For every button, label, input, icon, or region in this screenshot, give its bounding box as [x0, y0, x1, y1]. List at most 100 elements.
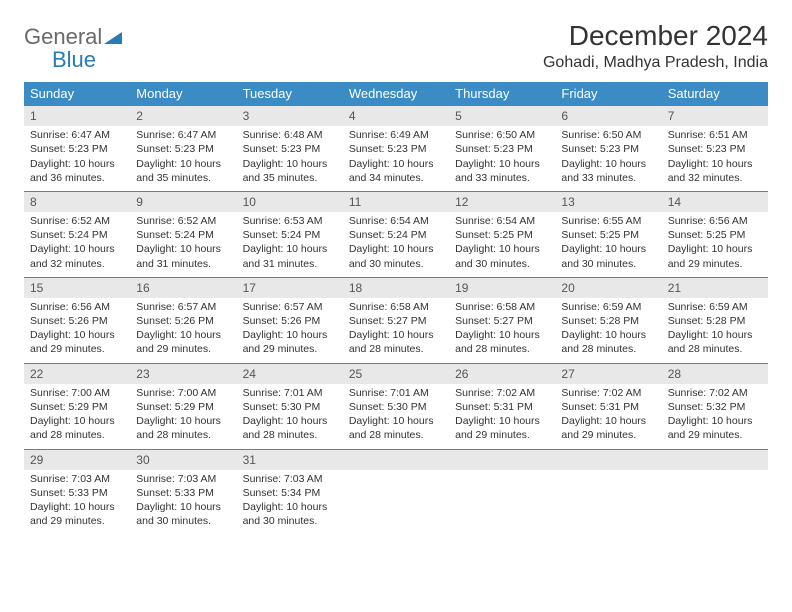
calendar-table: Sunday Monday Tuesday Wednesday Thursday… — [24, 82, 768, 534]
day-number: 11 — [343, 192, 449, 212]
day-content: Sunrise: 7:00 AMSunset: 5:29 PMDaylight:… — [24, 384, 130, 449]
day-number: 12 — [449, 192, 555, 212]
day-content: Sunrise: 6:52 AMSunset: 5:24 PMDaylight:… — [130, 212, 236, 277]
day-content — [449, 470, 555, 526]
day-content: Sunrise: 6:58 AMSunset: 5:27 PMDaylight:… — [343, 298, 449, 363]
daylight-text: Daylight: 10 hours and 30 minutes. — [561, 242, 655, 270]
sunrise-text: Sunrise: 6:53 AM — [243, 214, 337, 228]
daylight-text: Daylight: 10 hours and 35 minutes. — [243, 157, 337, 185]
logo-word1: General — [24, 24, 102, 49]
sunset-text: Sunset: 5:32 PM — [668, 400, 762, 414]
sunrise-text: Sunrise: 6:49 AM — [349, 128, 443, 142]
logo-triangle-icon — [104, 31, 122, 48]
sunset-text: Sunset: 5:30 PM — [349, 400, 443, 414]
day-number: 9 — [130, 192, 236, 212]
daylight-text: Daylight: 10 hours and 28 minutes. — [561, 328, 655, 356]
daylight-text: Daylight: 10 hours and 31 minutes. — [136, 242, 230, 270]
day-content: Sunrise: 6:56 AMSunset: 5:26 PMDaylight:… — [24, 298, 130, 363]
sunset-text: Sunset: 5:23 PM — [561, 142, 655, 156]
sunset-text: Sunset: 5:26 PM — [136, 314, 230, 328]
day-content: Sunrise: 7:03 AMSunset: 5:33 PMDaylight:… — [24, 470, 130, 535]
calendar-cell: 10Sunrise: 6:53 AMSunset: 5:24 PMDayligh… — [237, 191, 343, 277]
calendar-cell: 5Sunrise: 6:50 AMSunset: 5:23 PMDaylight… — [449, 106, 555, 192]
sunrise-text: Sunrise: 6:58 AM — [349, 300, 443, 314]
day-content: Sunrise: 6:54 AMSunset: 5:24 PMDaylight:… — [343, 212, 449, 277]
day-content: Sunrise: 7:03 AMSunset: 5:34 PMDaylight:… — [237, 470, 343, 535]
day-number: 6 — [555, 106, 661, 126]
sunrise-text: Sunrise: 6:54 AM — [349, 214, 443, 228]
day-header: Sunday — [24, 82, 130, 106]
sunset-text: Sunset: 5:24 PM — [136, 228, 230, 242]
day-number: 29 — [24, 450, 130, 470]
day-number: 31 — [237, 450, 343, 470]
daylight-text: Daylight: 10 hours and 29 minutes. — [30, 500, 124, 528]
sunset-text: Sunset: 5:25 PM — [668, 228, 762, 242]
sunrise-text: Sunrise: 6:47 AM — [136, 128, 230, 142]
day-number: 18 — [343, 278, 449, 298]
calendar-cell: 2Sunrise: 6:47 AMSunset: 5:23 PMDaylight… — [130, 106, 236, 192]
sunrise-text: Sunrise: 6:59 AM — [668, 300, 762, 314]
sunset-text: Sunset: 5:30 PM — [243, 400, 337, 414]
logo-word2: Blue — [52, 47, 96, 72]
sunrise-text: Sunrise: 6:52 AM — [136, 214, 230, 228]
daylight-text: Daylight: 10 hours and 30 minutes. — [243, 500, 337, 528]
sunrise-text: Sunrise: 7:03 AM — [136, 472, 230, 486]
sunset-text: Sunset: 5:23 PM — [455, 142, 549, 156]
daylight-text: Daylight: 10 hours and 28 minutes. — [30, 414, 124, 442]
sunrise-text: Sunrise: 7:01 AM — [349, 386, 443, 400]
sunset-text: Sunset: 5:31 PM — [455, 400, 549, 414]
calendar-cell: 8Sunrise: 6:52 AMSunset: 5:24 PMDaylight… — [24, 191, 130, 277]
day-number — [343, 450, 449, 470]
calendar-cell: 26Sunrise: 7:02 AMSunset: 5:31 PMDayligh… — [449, 363, 555, 449]
sunset-text: Sunset: 5:25 PM — [561, 228, 655, 242]
daylight-text: Daylight: 10 hours and 33 minutes. — [455, 157, 549, 185]
day-content: Sunrise: 6:47 AMSunset: 5:23 PMDaylight:… — [130, 126, 236, 191]
day-header-row: Sunday Monday Tuesday Wednesday Thursday… — [24, 82, 768, 106]
day-content: Sunrise: 6:54 AMSunset: 5:25 PMDaylight:… — [449, 212, 555, 277]
sunrise-text: Sunrise: 6:54 AM — [455, 214, 549, 228]
daylight-text: Daylight: 10 hours and 33 minutes. — [561, 157, 655, 185]
calendar-week: 1Sunrise: 6:47 AMSunset: 5:23 PMDaylight… — [24, 106, 768, 192]
sunset-text: Sunset: 5:23 PM — [668, 142, 762, 156]
calendar-cell: 20Sunrise: 6:59 AMSunset: 5:28 PMDayligh… — [555, 277, 661, 363]
daylight-text: Daylight: 10 hours and 29 minutes. — [668, 242, 762, 270]
sunset-text: Sunset: 5:27 PM — [455, 314, 549, 328]
calendar-cell: 11Sunrise: 6:54 AMSunset: 5:24 PMDayligh… — [343, 191, 449, 277]
sunrise-text: Sunrise: 6:50 AM — [561, 128, 655, 142]
day-number: 25 — [343, 364, 449, 384]
calendar-cell: 18Sunrise: 6:58 AMSunset: 5:27 PMDayligh… — [343, 277, 449, 363]
sunset-text: Sunset: 5:23 PM — [30, 142, 124, 156]
day-header: Friday — [555, 82, 661, 106]
calendar-cell: 29Sunrise: 7:03 AMSunset: 5:33 PMDayligh… — [24, 449, 130, 534]
daylight-text: Daylight: 10 hours and 28 minutes. — [668, 328, 762, 356]
day-content: Sunrise: 7:01 AMSunset: 5:30 PMDaylight:… — [343, 384, 449, 449]
day-content: Sunrise: 6:50 AMSunset: 5:23 PMDaylight:… — [449, 126, 555, 191]
day-header: Saturday — [662, 82, 768, 106]
day-content: Sunrise: 6:58 AMSunset: 5:27 PMDaylight:… — [449, 298, 555, 363]
calendar-cell: 19Sunrise: 6:58 AMSunset: 5:27 PMDayligh… — [449, 277, 555, 363]
daylight-text: Daylight: 10 hours and 29 minutes. — [243, 328, 337, 356]
day-content — [343, 470, 449, 526]
daylight-text: Daylight: 10 hours and 36 minutes. — [30, 157, 124, 185]
sunset-text: Sunset: 5:24 PM — [349, 228, 443, 242]
daylight-text: Daylight: 10 hours and 30 minutes. — [349, 242, 443, 270]
day-number: 1 — [24, 106, 130, 126]
calendar-week: 8Sunrise: 6:52 AMSunset: 5:24 PMDaylight… — [24, 191, 768, 277]
sunrise-text: Sunrise: 7:00 AM — [30, 386, 124, 400]
daylight-text: Daylight: 10 hours and 29 minutes. — [561, 414, 655, 442]
day-number: 30 — [130, 450, 236, 470]
calendar-cell: 30Sunrise: 7:03 AMSunset: 5:33 PMDayligh… — [130, 449, 236, 534]
month-title: December 2024 — [543, 20, 768, 52]
day-number: 5 — [449, 106, 555, 126]
sunrise-text: Sunrise: 6:57 AM — [243, 300, 337, 314]
day-number: 14 — [662, 192, 768, 212]
day-header: Thursday — [449, 82, 555, 106]
sunset-text: Sunset: 5:26 PM — [30, 314, 124, 328]
day-content: Sunrise: 7:02 AMSunset: 5:31 PMDaylight:… — [555, 384, 661, 449]
sunset-text: Sunset: 5:28 PM — [561, 314, 655, 328]
daylight-text: Daylight: 10 hours and 32 minutes. — [30, 242, 124, 270]
calendar-cell: 1Sunrise: 6:47 AMSunset: 5:23 PMDaylight… — [24, 106, 130, 192]
day-header: Monday — [130, 82, 236, 106]
calendar-cell: 24Sunrise: 7:01 AMSunset: 5:30 PMDayligh… — [237, 363, 343, 449]
calendar-week: 22Sunrise: 7:00 AMSunset: 5:29 PMDayligh… — [24, 363, 768, 449]
